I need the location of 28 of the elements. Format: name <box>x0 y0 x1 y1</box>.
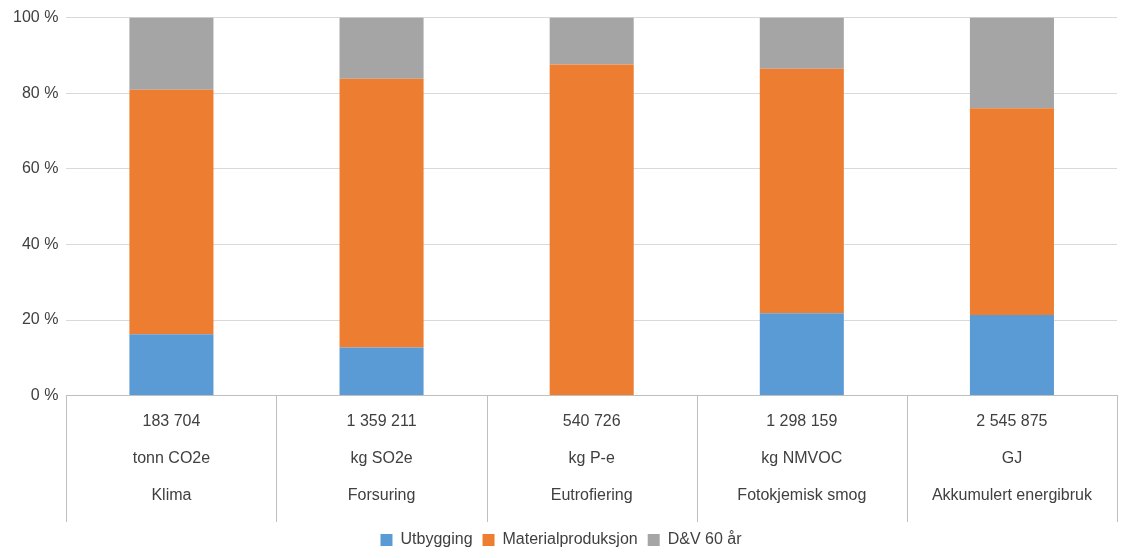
legend-label: Utbygging <box>400 530 473 548</box>
bar <box>129 89 214 335</box>
bar <box>549 64 634 396</box>
category-label: 540 726 kg P-e Eutrofiering <box>550 412 633 504</box>
category-label: 2 545 875 GJ Akkumulert energibruk <box>931 412 1092 504</box>
y-tick-label: 80 % <box>21 83 59 101</box>
bar <box>969 315 1054 396</box>
y-tick-label: 100 % <box>12 8 59 26</box>
legend-label: D&V 60 år <box>667 530 743 548</box>
bar <box>339 78 424 348</box>
bar <box>339 347 424 396</box>
category-label: 1 359 211 kg SO2e Forsuring <box>346 412 417 504</box>
bar <box>759 68 844 314</box>
legend-label: Materialproduksjon <box>502 530 638 548</box>
bar <box>969 108 1054 316</box>
bar <box>129 17 214 90</box>
y-tick-label: 60 % <box>21 159 59 177</box>
y-tick-label: 0 % <box>30 386 59 404</box>
y-tick-label: 20 % <box>21 310 59 328</box>
bar <box>549 17 634 65</box>
category-label: 1 298 159 kg NMVOC Fotokjemisk smog <box>737 412 867 504</box>
bar <box>759 313 844 396</box>
bar <box>969 17 1054 109</box>
bar <box>339 17 424 79</box>
bar <box>129 334 214 396</box>
bar <box>759 17 844 69</box>
y-tick-label: 40 % <box>21 234 59 252</box>
category-label: 183 704 tonn CO2e Klima <box>132 412 211 504</box>
